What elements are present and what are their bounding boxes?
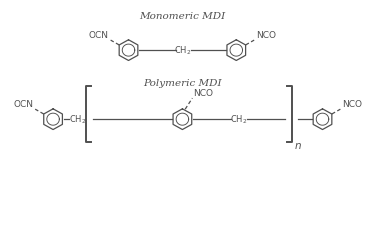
Text: CH$_2$: CH$_2$ (174, 45, 191, 57)
Text: Polymeric MDI: Polymeric MDI (143, 79, 222, 88)
Text: NCO: NCO (342, 100, 362, 109)
Text: n: n (295, 140, 301, 150)
Text: CH$_2$: CH$_2$ (69, 113, 86, 126)
Text: OCN: OCN (89, 31, 109, 40)
Text: CH$_2$: CH$_2$ (230, 113, 248, 126)
Text: OCN: OCN (13, 100, 33, 109)
Text: NCO: NCO (193, 89, 213, 98)
Text: Monomeric MDI: Monomeric MDI (139, 12, 225, 21)
Text: NCO: NCO (256, 31, 276, 40)
